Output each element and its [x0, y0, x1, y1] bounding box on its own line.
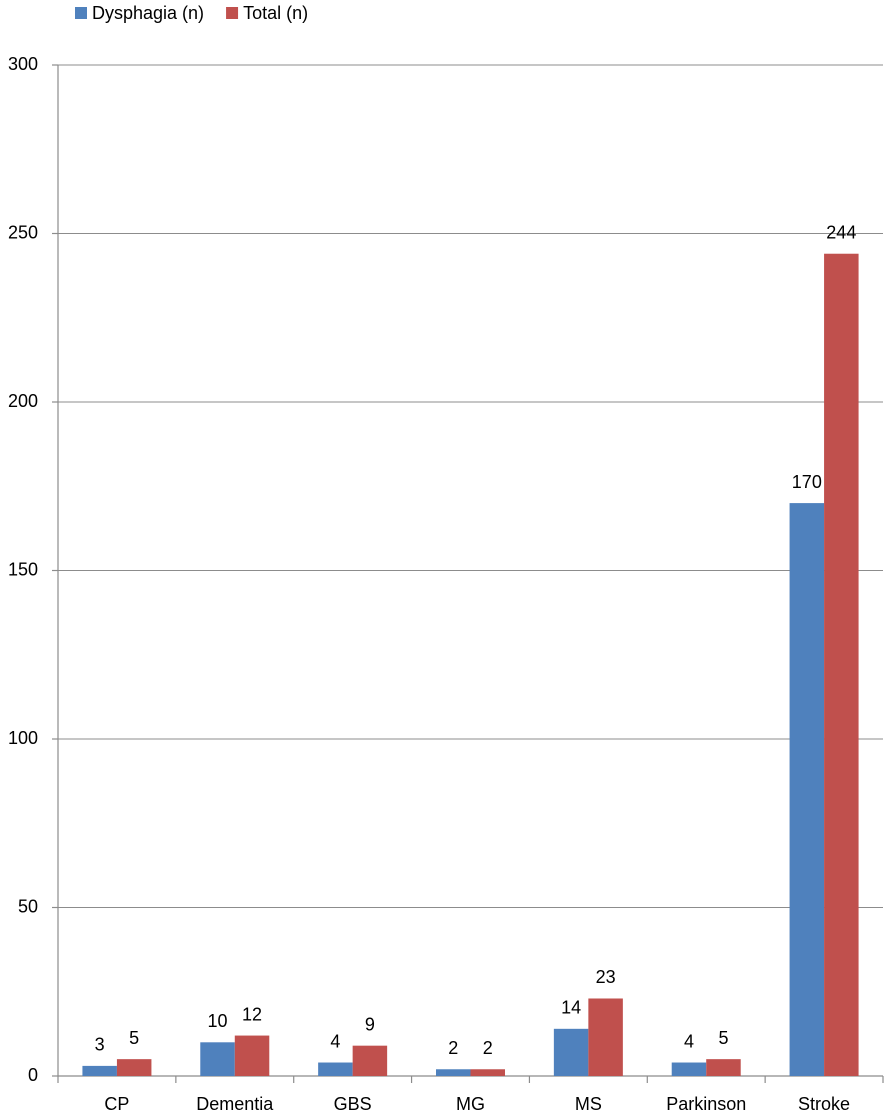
bar [789, 503, 825, 1077]
data-label: 9 [365, 1014, 375, 1034]
x-tick-label: GBS [334, 1094, 372, 1114]
data-label: 244 [826, 222, 856, 242]
x-tick-label: CP [104, 1094, 129, 1114]
data-label: 5 [718, 1028, 728, 1048]
y-tick-label: 0 [28, 1065, 38, 1085]
data-label: 23 [596, 967, 616, 987]
bar [436, 1069, 471, 1076]
data-label: 2 [448, 1038, 458, 1058]
bar [553, 1028, 589, 1076]
legend-label: Dysphagia (n) [92, 3, 204, 23]
bar [470, 1069, 505, 1076]
data-label: 3 [95, 1035, 105, 1055]
y-tick-label: 100 [8, 728, 38, 748]
bar [318, 1062, 353, 1076]
legend-label: Total (n) [243, 3, 308, 23]
legend-swatch [226, 7, 239, 19]
bar [706, 1059, 741, 1076]
bar [352, 1045, 388, 1076]
y-tick-label: 250 [8, 222, 38, 242]
bar [116, 1059, 152, 1076]
data-label: 4 [684, 1031, 694, 1051]
bar [588, 998, 623, 1076]
bar [82, 1065, 117, 1076]
data-label: 10 [208, 1011, 228, 1031]
data-label: 5 [129, 1028, 139, 1048]
y-tick-label: 150 [8, 559, 38, 579]
x-tick-label: MS [575, 1094, 602, 1114]
legend-swatch [75, 7, 87, 19]
data-label: 4 [330, 1031, 340, 1051]
bar [200, 1042, 235, 1076]
data-label: 14 [561, 998, 581, 1018]
y-tick-label: 300 [8, 54, 38, 74]
data-label: 170 [792, 472, 822, 492]
x-tick-label: Dementia [196, 1094, 274, 1114]
x-tick-label: MG [456, 1094, 485, 1114]
bar [234, 1035, 270, 1076]
x-tick-label: Stroke [798, 1094, 850, 1114]
data-label: 12 [242, 1004, 262, 1024]
y-tick-label: 200 [8, 391, 38, 411]
x-tick-label: Parkinson [666, 1094, 746, 1114]
bar [671, 1062, 707, 1076]
bar [824, 253, 859, 1077]
data-label: 2 [483, 1038, 493, 1058]
y-tick-label: 50 [18, 896, 38, 916]
